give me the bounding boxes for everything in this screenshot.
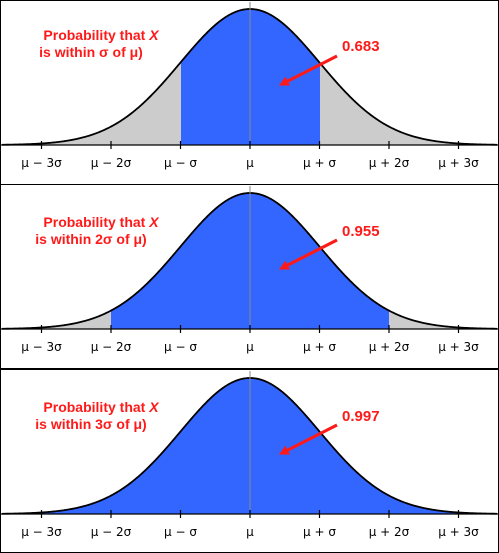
tick-label: μ − 3σ <box>21 340 62 354</box>
tick-label: μ + 2σ <box>369 525 410 539</box>
caption-line-2: is within σ of μ) <box>39 44 143 60</box>
tick-label: μ − σ <box>164 525 197 539</box>
tick-label: μ + 3σ <box>438 156 479 170</box>
tick-label: μ <box>246 156 254 170</box>
tick-label: μ − σ <box>164 156 197 170</box>
arrow-icon <box>278 423 338 455</box>
caption-variable: X <box>148 214 160 230</box>
caption-prefix: Probability that <box>43 399 149 415</box>
arrow-icon <box>278 54 338 86</box>
caption-line-2: is within 2σ of μ) <box>35 231 146 247</box>
tick-label: μ − 2σ <box>91 156 132 170</box>
tick-label: μ <box>246 525 254 539</box>
panel-3: μ − 3σ μ − 2σ μ − σ μ μ + σ μ + 2σ μ + 3σ Proba… <box>0 369 499 553</box>
tick-label: μ + 3σ <box>438 525 479 539</box>
probability-value: 0.997 <box>342 408 380 425</box>
tick-label: μ − 2σ <box>91 525 132 539</box>
tick-label: μ <box>246 340 254 354</box>
panel-2: μ − 3σ μ − 2σ μ − σ μ μ + σ μ + 2σ μ + 3σ Proba… <box>0 184 499 369</box>
caption-line-2: is within 3σ of μ) <box>35 416 146 432</box>
tick-label: μ + σ <box>303 340 336 354</box>
tick-label: μ − 3σ <box>21 525 62 539</box>
tick-label: μ + σ <box>303 525 336 539</box>
caption-line-1: Probability that X <box>43 399 160 415</box>
caption-prefix: Probability that <box>43 27 149 43</box>
tick-label: μ + 2σ <box>369 340 410 354</box>
tick-label: μ + 3σ <box>438 340 479 354</box>
caption-line-1: Probability that X <box>43 27 160 43</box>
arrow-icon <box>278 238 338 270</box>
tick-label: μ − 3σ <box>21 156 62 170</box>
caption-line-1: Probability that X <box>43 214 160 230</box>
caption-variable: X <box>148 27 160 43</box>
tick-label: μ − σ <box>164 340 197 354</box>
tick-label: μ + σ <box>303 156 336 170</box>
panel-1: μ − 3σ μ − 2σ μ − σ μ μ + σ μ + 2σ μ + 3σ Proba… <box>0 0 499 185</box>
caption-prefix: Probability that <box>43 214 149 230</box>
tick-label: μ − 2σ <box>91 340 132 354</box>
caption-variable: X <box>148 399 160 415</box>
tick-label: μ + 2σ <box>369 156 410 170</box>
probability-value: 0.683 <box>342 38 380 55</box>
probability-value: 0.955 <box>342 223 380 240</box>
